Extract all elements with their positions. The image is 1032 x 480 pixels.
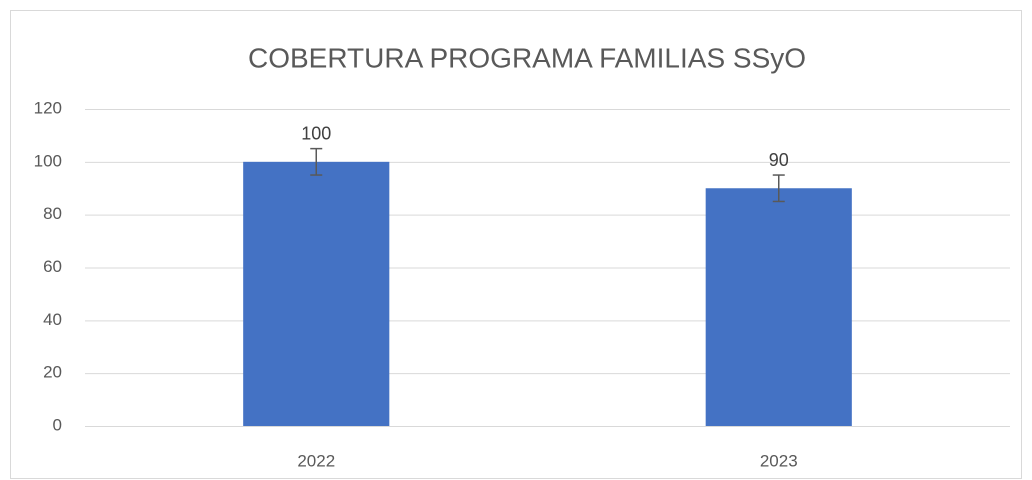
error-bar xyxy=(310,147,323,176)
y-tick-label: 60 xyxy=(43,257,62,276)
bar xyxy=(705,188,852,426)
x-tick-label: 2022 xyxy=(297,451,335,470)
x-tick-label: 2023 xyxy=(760,451,798,470)
error-bar xyxy=(772,174,785,203)
y-tick-label: 80 xyxy=(43,204,62,223)
data-label: 100 xyxy=(301,123,331,143)
y-tick-label: 20 xyxy=(43,363,62,382)
y-tick-label: 40 xyxy=(43,310,62,329)
data-label: 90 xyxy=(769,150,789,170)
bar xyxy=(243,161,390,427)
y-tick-label: 100 xyxy=(34,151,62,170)
chart-border xyxy=(10,10,1022,479)
y-tick-label: 120 xyxy=(34,98,62,117)
y-tick-label: 0 xyxy=(53,415,62,434)
chart-title: COBERTURA PROGRAMA FAMILIAS SSyO xyxy=(248,42,806,73)
